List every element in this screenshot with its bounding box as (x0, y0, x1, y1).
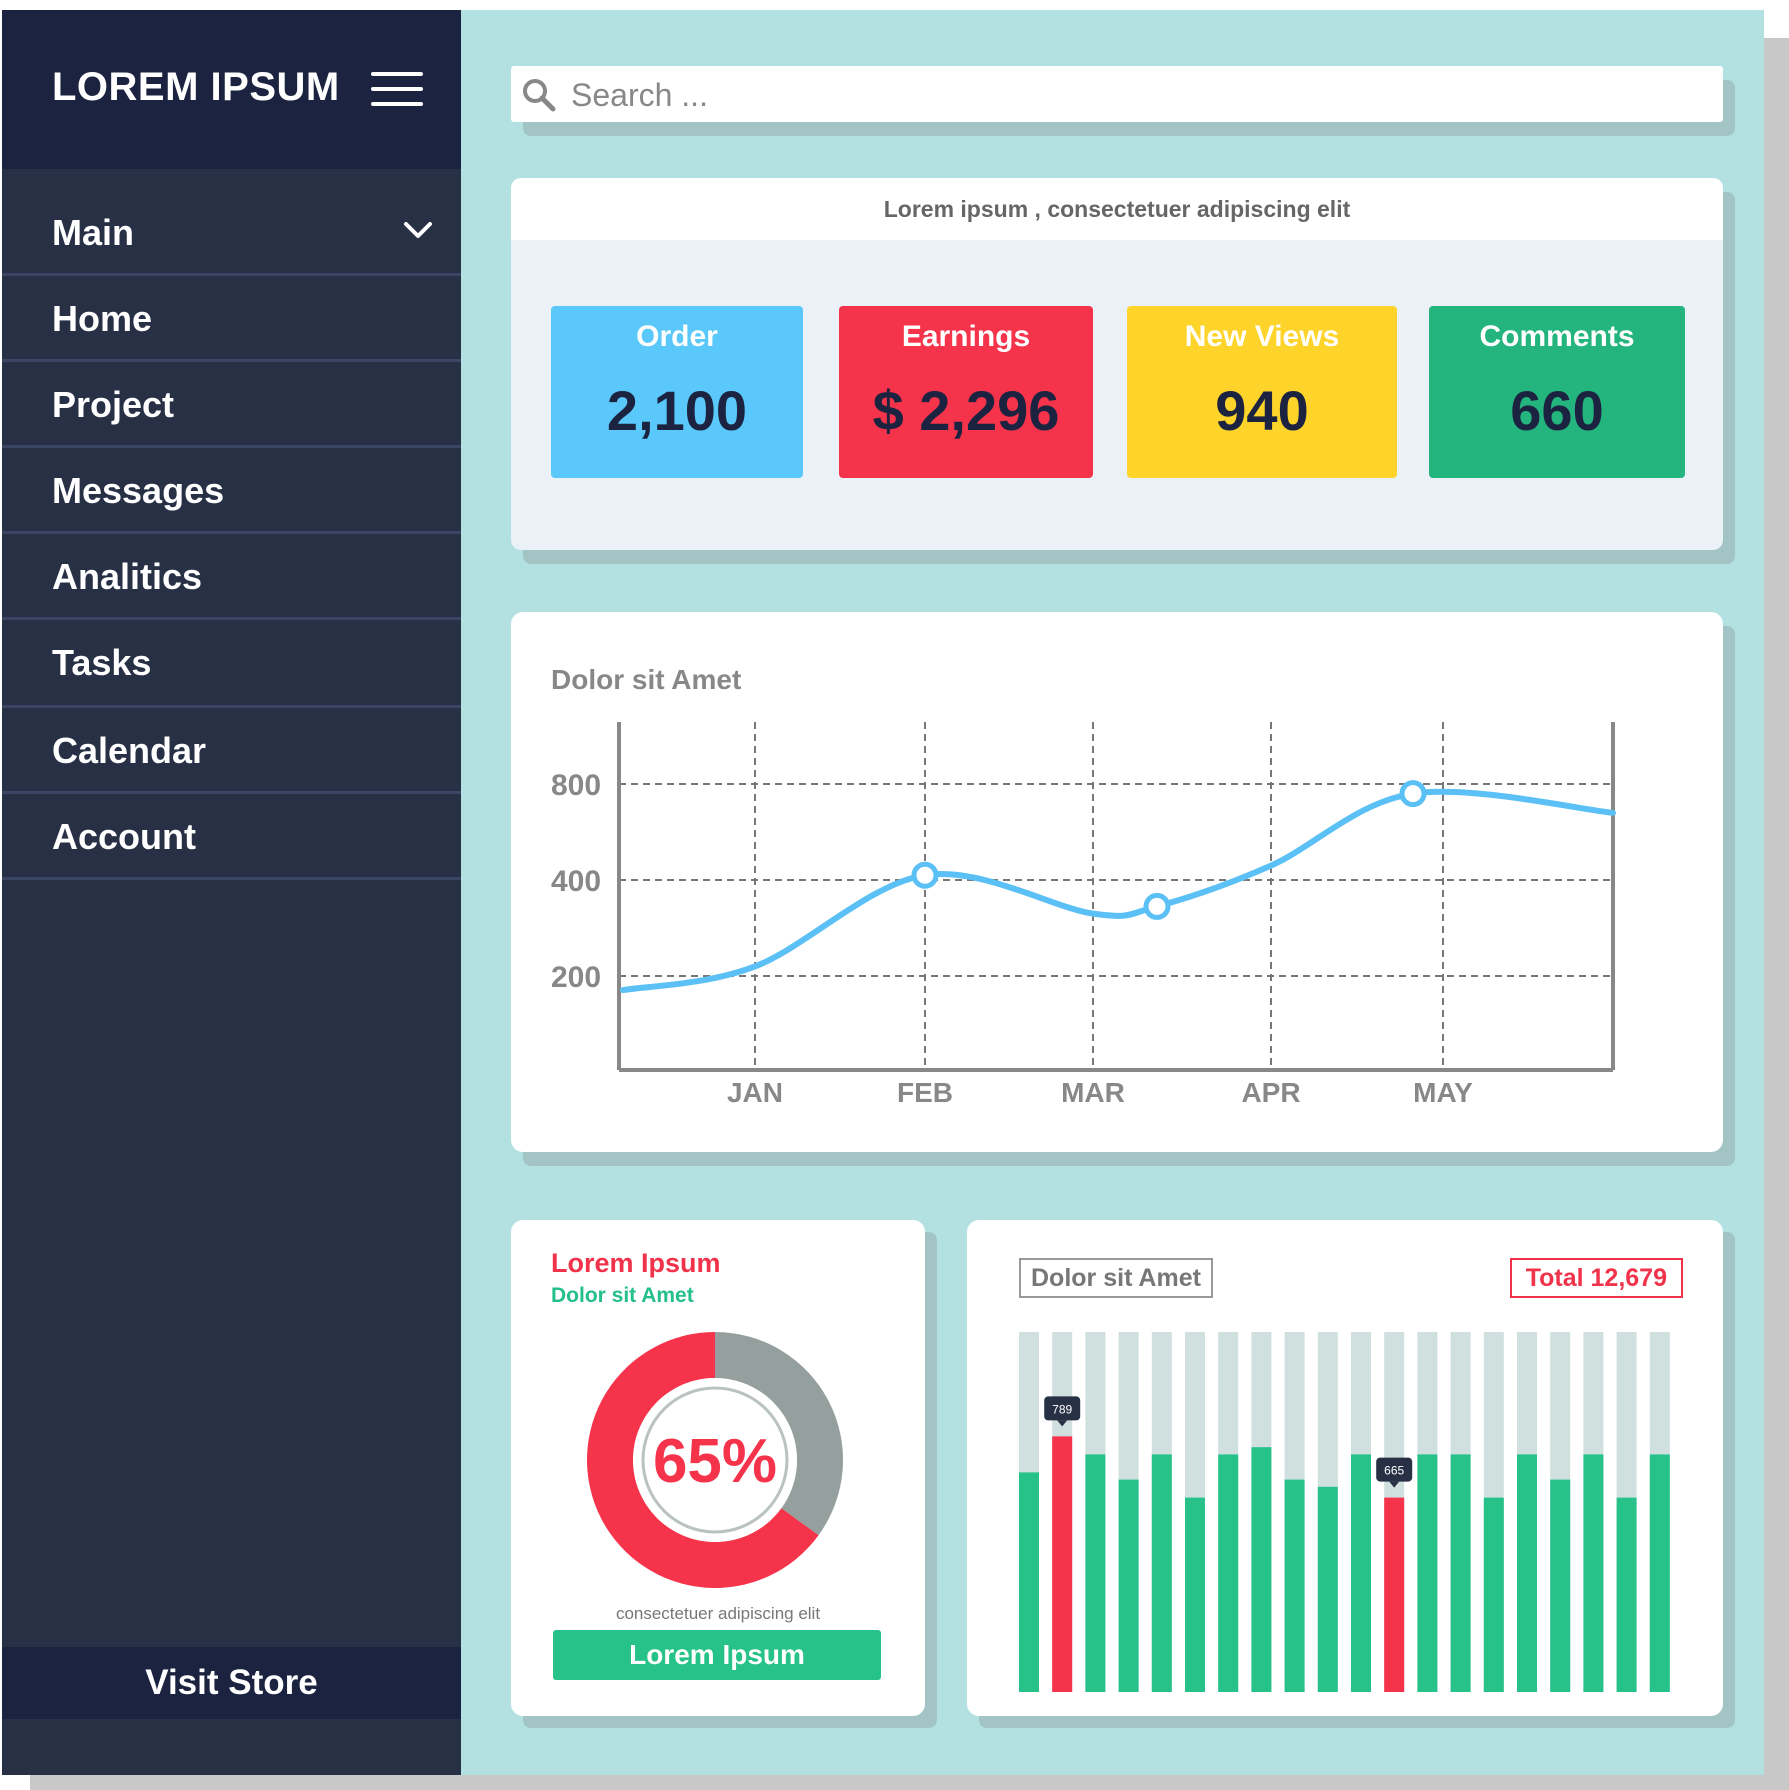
dashboard-window: LOREM IPSUM Main Home Project Messages A… (2, 10, 1764, 1775)
tile-label: Comments (1479, 320, 1635, 353)
tile-value: 660 (1510, 379, 1604, 442)
sidebar-item-label: Account (52, 816, 196, 857)
chevron-down-icon (404, 222, 432, 238)
bar (1052, 1436, 1073, 1692)
bar-tooltip (1376, 1457, 1413, 1482)
donut-subtitle: Dolor sit Amet (551, 1284, 694, 1307)
total-badge: Total 12,679 (1509, 1258, 1683, 1298)
sidebar-item-label: Home (52, 298, 153, 339)
tile-label: Earnings (901, 320, 1031, 353)
sidebar-item-label: Messages (52, 470, 225, 511)
bar (1185, 1497, 1205, 1692)
bar (1085, 1454, 1106, 1692)
donut-hole (633, 1378, 797, 1542)
bar (1450, 1454, 1471, 1692)
donut-chart: 65% (587, 1332, 843, 1588)
donut-inner-ring (641, 1386, 789, 1534)
percent-label: 65% (653, 1427, 777, 1496)
sidebar-item-label: Tasks (52, 642, 152, 683)
bar (1550, 1479, 1571, 1692)
earnings-tile[interactable]: Earnings $ 2,296 (839, 306, 1093, 478)
bar (1583, 1454, 1604, 1692)
pie-slice-primary (587, 1332, 819, 1588)
bar-tooltip-pointer (1057, 1420, 1068, 1427)
donut-title: Lorem Ipsum (551, 1248, 721, 1278)
line-chart-card: Dolor sit Amet 200 400 800 JAN FEB MAR APR MAY (511, 612, 1723, 1152)
search-bar (511, 66, 1723, 122)
bar-tooltip-pointer (1389, 1481, 1400, 1488)
bar-data-label: 665 (1384, 1464, 1404, 1478)
bar (1351, 1454, 1371, 1692)
bar-tooltip (1044, 1396, 1081, 1421)
x-tick-label: FEB (897, 1077, 953, 1108)
line-chart: 200 400 800 JAN FEB MAR APR MAY (551, 722, 1616, 1108)
comments-tile[interactable]: Comments 660 (1429, 306, 1685, 478)
pie-slice-rest (715, 1332, 843, 1536)
sidebar-item-home[interactable]: Home (2, 276, 461, 362)
tile-value: $ 2,296 (872, 379, 1060, 442)
brand-title: LOREM IPSUM (52, 65, 340, 109)
sidebar-item-label: Calendar (52, 730, 207, 771)
data-point (911, 861, 939, 889)
series-line (620, 788, 1616, 994)
bar (1284, 1479, 1305, 1692)
bar (1483, 1497, 1504, 1692)
data-point (1399, 780, 1427, 808)
sidebar-item-calendar[interactable]: Calendar (2, 708, 461, 794)
tile-label: Order (636, 320, 718, 353)
data-point (1143, 892, 1171, 920)
donut-caption: consectetuer adipiscing elit (615, 1604, 821, 1623)
x-tick-label: JAN (727, 1077, 783, 1108)
bar (1118, 1479, 1139, 1692)
stats-card: Lorem ipsum , consectetuer adipiscing el… (511, 178, 1723, 550)
bar (1649, 1454, 1670, 1692)
menu-icon[interactable] (371, 72, 423, 106)
x-tick-label: MAR (1061, 1077, 1125, 1108)
tile-value: 940 (1215, 379, 1309, 442)
sidebar-item-analitics[interactable]: Analitics (2, 534, 461, 620)
lorem-ipsum-button[interactable]: Lorem Ipsum (553, 1630, 881, 1680)
donut-card: Lorem Ipsum Dolor sit Amet 65% consectet… (511, 1220, 925, 1716)
sidebar: LOREM IPSUM Main Home Project Messages A… (2, 10, 461, 1775)
new-views-tile[interactable]: New Views 940 (1127, 306, 1397, 478)
sidebar-item-label: Main (52, 212, 135, 253)
x-tick-label: APR (1241, 1077, 1300, 1108)
bar (1517, 1454, 1537, 1692)
stats-heading: Lorem ipsum , consectetuer adipiscing el… (511, 178, 1723, 240)
chart-title: Dolor sit Amet (551, 664, 742, 695)
x-tick-label: MAY (1413, 1077, 1473, 1108)
bar-chart-tag: Dolor sit Amet (1019, 1258, 1213, 1298)
brand-bar: LOREM IPSUM (2, 10, 461, 169)
bar (1317, 1486, 1338, 1692)
sidebar-item-label: Project (52, 384, 175, 425)
search-input[interactable] (569, 72, 1713, 118)
bar-data-label: 789 (1052, 1402, 1072, 1416)
bar-chart: 789 665 (1019, 1332, 1670, 1692)
tile-label: New Views (1184, 320, 1340, 353)
y-tick-label: 800 (551, 769, 601, 802)
bar (1019, 1472, 1039, 1692)
y-tick-label: 200 (551, 961, 601, 994)
sidebar-item-label: Analitics (52, 556, 203, 597)
y-tick-label: 400 (551, 865, 601, 898)
tile-value: 2,100 (606, 379, 748, 442)
bar (1151, 1454, 1172, 1692)
bar (1417, 1454, 1438, 1692)
order-tile[interactable]: Order 2,100 (551, 306, 803, 478)
bar (1616, 1497, 1637, 1692)
sidebar-item-tasks[interactable]: Tasks (2, 620, 461, 708)
sidebar-item-account[interactable]: Account (2, 794, 461, 880)
bar (1251, 1447, 1272, 1692)
bar-chart-card: Dolor sit Amet Total 12,679 789 665 (967, 1220, 1723, 1716)
sidebar-item-main[interactable]: Main (2, 190, 461, 276)
sidebar-item-messages[interactable]: Messages (2, 448, 461, 534)
search-icon (523, 79, 556, 112)
sidebar-item-project[interactable]: Project (2, 362, 461, 448)
visit-store-button[interactable]: Visit Store (2, 1647, 461, 1719)
bar (1384, 1497, 1405, 1692)
bar (1218, 1454, 1239, 1692)
